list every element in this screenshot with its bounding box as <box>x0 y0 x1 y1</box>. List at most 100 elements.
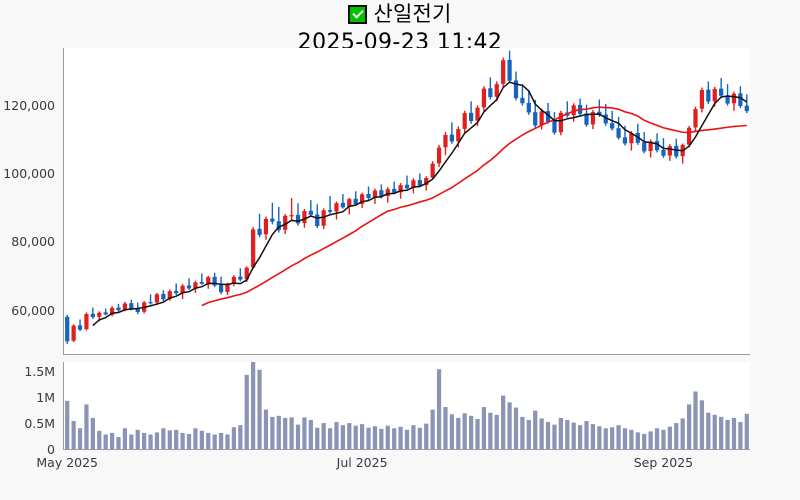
volume-bar <box>295 424 301 450</box>
volume-bar <box>661 429 666 450</box>
volume-bar <box>283 417 288 450</box>
volume-bar <box>360 424 365 450</box>
price-y-tick-label: 120,000 <box>3 97 55 113</box>
price-y-tick-label: 100,000 <box>3 166 55 182</box>
volume-bar <box>385 425 390 450</box>
candlestick <box>71 324 76 343</box>
volume-bar <box>725 419 730 450</box>
volume-bar <box>77 428 83 450</box>
volume-bar <box>148 434 153 450</box>
x-tick-label: Jul 2025 <box>336 455 388 470</box>
candlestick <box>263 216 269 240</box>
candlestick <box>571 103 576 122</box>
volume-bar <box>167 430 172 450</box>
volume-bar <box>193 428 198 450</box>
candlestick <box>731 91 737 111</box>
volume-bar <box>218 432 224 450</box>
volume-bar <box>584 421 589 450</box>
candlestick <box>321 208 326 230</box>
candlestick <box>462 110 467 133</box>
price-chart-panel <box>64 48 750 355</box>
candlestick <box>109 306 115 317</box>
candlestick <box>385 187 390 203</box>
candlestick <box>174 283 179 295</box>
candlestick <box>411 178 416 194</box>
candlestick <box>584 104 589 127</box>
volume-bar <box>654 428 660 450</box>
candlestick <box>193 280 198 293</box>
volume-bar <box>142 432 147 450</box>
volume-bar <box>366 427 371 450</box>
candlestick <box>443 131 448 156</box>
volume-bar <box>340 425 346 450</box>
candlestick <box>366 186 371 200</box>
volume-bar <box>212 434 217 450</box>
candlestick <box>706 81 711 104</box>
volume-bar <box>642 433 647 450</box>
candlestick <box>154 292 160 306</box>
volume-bar <box>629 429 634 450</box>
candlestick <box>251 227 256 270</box>
price-y-tick-label: 80,000 <box>11 234 55 250</box>
volume-bar <box>84 404 89 450</box>
candlestick <box>90 307 95 319</box>
ma-short-line <box>92 81 748 327</box>
volume-bar <box>680 418 685 450</box>
candlestick <box>199 273 204 285</box>
volume-bar <box>494 414 499 450</box>
candlestick <box>372 188 378 204</box>
candlestick <box>77 319 83 332</box>
volume-bar <box>552 424 557 450</box>
volume-bar <box>289 417 294 450</box>
volume-bar <box>129 434 134 450</box>
volume-bar <box>501 395 506 450</box>
volume-y-tick-label: 0.5M <box>24 416 55 432</box>
volume-x-axis-line <box>64 449 750 451</box>
volume-bar <box>276 415 281 450</box>
volume-bar <box>334 422 339 450</box>
volume-bar <box>719 416 724 450</box>
candlestick <box>308 200 313 217</box>
volume-bar <box>122 428 128 450</box>
candlestick <box>257 213 262 238</box>
volume-bar <box>520 416 525 450</box>
candlestick <box>180 284 185 300</box>
candlestick <box>616 116 621 140</box>
volume-bar <box>97 430 102 450</box>
volume-bar <box>481 407 487 450</box>
candlestick <box>148 294 153 305</box>
price-y-tick-label: 60,000 <box>11 302 55 318</box>
candlestick <box>558 110 563 136</box>
candlestick <box>501 57 506 87</box>
candlestick <box>654 133 660 153</box>
candlestick <box>334 201 339 220</box>
volume-bar <box>392 428 397 450</box>
candlestick <box>513 71 519 101</box>
volume-bar <box>436 369 442 450</box>
volume-bar <box>488 412 493 450</box>
volume-bar <box>674 423 679 450</box>
volume-bar <box>622 428 628 450</box>
volume-bar <box>565 419 570 450</box>
candlestick <box>212 272 217 288</box>
volume-bar <box>597 426 602 450</box>
ma-long-line <box>201 106 747 307</box>
x-tick-label: Sep 2025 <box>633 455 694 470</box>
volume-y-tick-label: 1M <box>36 390 55 406</box>
candlestick <box>65 314 70 345</box>
candlestick <box>231 275 237 287</box>
volume-bar <box>116 437 121 450</box>
volume-bar <box>186 433 192 450</box>
volume-plot <box>65 362 749 450</box>
candlestick <box>520 84 525 106</box>
volume-bar <box>225 434 230 450</box>
candlestick <box>417 173 422 188</box>
volume-bar <box>347 423 352 450</box>
candlestick <box>577 98 583 116</box>
volume-bar <box>180 432 185 450</box>
candlestick <box>590 110 596 130</box>
volume-bar <box>443 407 448 450</box>
candlestick <box>103 308 108 316</box>
volume-bar <box>462 413 467 450</box>
volume-bar <box>513 407 519 450</box>
